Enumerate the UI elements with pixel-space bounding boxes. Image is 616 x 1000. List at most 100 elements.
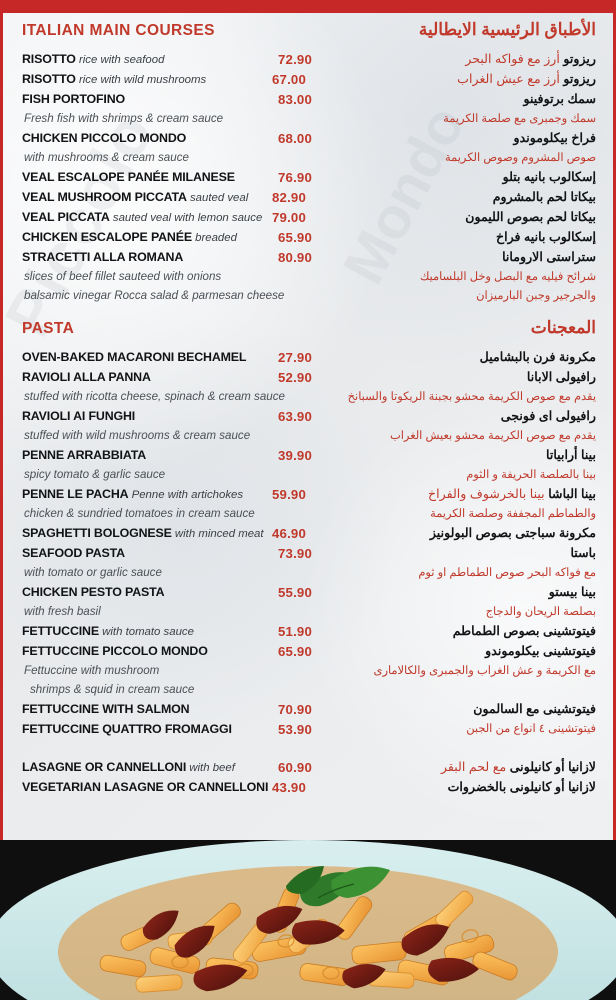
item-name-en: FETTUCCINE QUATTRO FROMAGGI [22, 722, 232, 736]
item-name-en: OVEN-BAKED MACARONI BECHAMEL [22, 350, 247, 364]
item-label-ar: بيكاتا لحم بالمشروم [493, 189, 596, 204]
menu-description-row: stuffed with ricotta cheese, spinach & c… [0, 390, 616, 410]
item-name-ar: مكرونة فرن بالبشاميل [479, 350, 596, 364]
item-name-en: CHICKEN PESTO PASTA [22, 585, 165, 599]
item-price: 39.90 [278, 448, 313, 463]
item-subtitle-en: sauted veal [186, 192, 249, 204]
menu-item-row: RISOTTO rice with seafood 72.90 ريزوتو أرز… [0, 52, 616, 72]
item-name-ar: إسكالوب بانيه بتلو [502, 170, 596, 184]
item-name-ar: بيكاتا لحم بالمشروم [492, 190, 596, 204]
item-label-en: PENNE ARRABBIATA [22, 448, 277, 462]
item-price: 76.90 [278, 170, 313, 185]
menu-item-row: VEAL ESCALOPE PANÉE MILANESE 76.90 إسكالوب… [0, 170, 616, 190]
item-subtitle-ar: أرز مع فواكه البحر [465, 52, 564, 66]
section-title-ar: الأطباق الرئيسية الايطالية [418, 20, 596, 39]
item-label-ar: بصلصة الريحان والدجاج [485, 606, 596, 618]
item-label-ar: بينا بالصلصة الحريفة و الثوم [466, 469, 596, 481]
item-name-ar: ريزوتو [563, 52, 596, 66]
menu-item-row: RAVIOLI AI FUNGHI 63.90 رافيولى اى فونجى [0, 409, 616, 429]
item-price: 27.90 [278, 350, 313, 365]
item-name-ar: مكرونة سباجتى بصوص البولونيز [429, 526, 596, 540]
top-red-bar [0, 0, 616, 13]
item-name-ar: باستا [570, 546, 596, 560]
item-label-ar: يقدم مع صوص الكريمة محشو بعيش الغراب [390, 430, 596, 442]
item-label-ar: فيتوتشينى بيكلوموندو [485, 643, 596, 658]
item-price: 43.90 [272, 780, 307, 795]
item-label-en: CHICKEN PESTO PASTA [22, 585, 277, 599]
item-name-ar: سمك برتوفينو [523, 92, 596, 106]
item-label-ar: فيتوتشينى ٤ انواع من الجبن [466, 723, 596, 735]
item-price: 72.90 [278, 52, 313, 67]
item-label-ar: بيكاتا لحم بصوص الليمون [465, 209, 596, 224]
item-label-en: STRACETTI ALLA ROMANA [22, 250, 277, 264]
menu-item-row: LASAGNE OR CANNELLONI with beef 60.90 لازا… [0, 760, 616, 780]
item-price: 59.90 [272, 487, 307, 502]
item-label-en: FETTUCCINE QUATTRO FROMAGGI [22, 722, 277, 736]
item-description-en: with mushrooms & cream sauce [24, 151, 189, 164]
item-label-en: VEAL MUSHROOM PICCATA sauted veal [22, 190, 277, 204]
menu-item-row: VEAL PICCATA sauted veal with lemon sauc… [0, 210, 616, 230]
item-subtitle-en: with minced meat [171, 528, 264, 540]
item-label-ar: فيتوتشينى بصوص الطماطم [453, 623, 596, 638]
item-subtitle-en: rice with seafood [75, 54, 165, 66]
item-name-en: SEAFOOD PASTA [22, 546, 125, 560]
item-label-ar: ريزوتو أرز مع فواكه البحر [465, 51, 596, 66]
item-label-ar: إسكالوب بانيه فراخ [496, 229, 596, 244]
item-name-ar: ريزوتو [563, 72, 596, 86]
menu-item-row: PENNE LE PACHA Penne with artichokes 59.9… [0, 487, 616, 507]
item-label-ar: يقدم مع صوص الكريمة محشو بجبنة الريكوتا … [347, 391, 596, 403]
item-name-ar: بيكاتا لحم بصوص الليمون [465, 210, 596, 224]
item-price: 52.90 [278, 370, 313, 385]
item-description-en: shrimps & squid in cream sauce [30, 683, 195, 696]
item-label-ar: رافيولى اى فونجى [501, 408, 596, 423]
item-price: 79.00 [272, 210, 307, 225]
menu-item-row: RAVIOLI ALLA PANNA 52.90 رافيولى الابانا [0, 370, 616, 390]
item-label-en: RISOTTO rice with wild mushrooms [22, 72, 277, 86]
menu-item-row: STRACETTI ALLA ROMANA 80.90 ستراستى الاروم… [0, 250, 616, 270]
item-label-ar: إسكالوب بانيه بتلو [503, 169, 596, 184]
right-red-edge [613, 13, 616, 840]
item-subtitle-ar: بينا بالخرشوف والفراخ [428, 487, 549, 501]
item-label-en: FETTUCCINE WITH SALMON [22, 702, 277, 716]
item-label-ar: مكرونة سباجتى بصوص البولونيز [430, 525, 596, 540]
item-name-en: SPAGHETTI BOLOGNESE [22, 526, 172, 540]
item-price: 51.90 [278, 624, 313, 639]
item-label-en: VEAL ESCALOPE PANÉE MILANESE [22, 170, 277, 184]
item-name-en: STRACETTI ALLA ROMANA [22, 250, 184, 264]
menu-description-row: balsamic vinegar Rocca salad & parmesan … [0, 289, 616, 309]
item-description-en: Fresh fish with shrimps & cream sauce [24, 112, 224, 125]
menu-description-row: shrimps & squid in cream sauce [0, 683, 616, 703]
menu-item-row: CHICKEN PICCOLO MONDO 68.00 فراخ بيكلوموند… [0, 131, 616, 151]
item-name-en: RAVIOLI ALLA PANNA [22, 370, 151, 384]
item-name-ar: فيتوتشينى بصوص الطماطم [452, 624, 596, 638]
item-name-en: VEAL MUSHROOM PICCATA [22, 190, 187, 204]
item-name-en: FISH PORTOFINO [22, 92, 125, 106]
item-name-en: VEAL PICCATA [22, 210, 110, 224]
item-label-ar: بينا بيستو [549, 584, 596, 599]
item-label-en: CHICKEN ESCALOPE PANÉE breaded [22, 230, 277, 244]
menu-item-row: SPAGHETTI BOLOGNESE with minced meat 46.9… [0, 526, 616, 546]
item-label-ar: والجرجير وجبن البارميزان [476, 290, 596, 302]
item-price: 55.90 [278, 585, 313, 600]
item-label-en: LASAGNE OR CANNELLONI with beef [22, 760, 277, 774]
item-label-en: FETTUCCINE with tomato sauce [22, 624, 277, 638]
item-label-ar: شرائح فيليه مع البصل وخل البلساميك [419, 271, 596, 283]
section-heading-pasta: PASTA المعجنات [0, 318, 616, 346]
item-label-en: FETTUCCINE PICCOLO MONDO [22, 644, 277, 658]
item-description-en: stuffed with ricotta cheese, spinach & c… [24, 390, 285, 403]
item-subtitle-en: rice with wild mushrooms [75, 74, 207, 86]
menu-item-row: CHICKEN PESTO PASTA 55.90 بينا بيستو [0, 585, 616, 605]
item-name-en: VEAL ESCALOPE PANÉE MILANESE [22, 170, 235, 184]
menu-description-row: with mushrooms & cream sauce صوص المشروم … [0, 151, 616, 171]
item-label-en: RAVIOLI ALLA PANNA [22, 370, 277, 384]
item-label-en: SEAFOOD PASTA [22, 546, 277, 560]
item-description-en: with tomato or garlic sauce [24, 566, 162, 579]
item-name-ar: بينا أرابياتا [545, 448, 596, 462]
menu-description-row: chicken & sundried tomatoes in cream sau… [0, 507, 616, 527]
item-label-ar: باستا [570, 545, 596, 560]
item-label-ar: بينا أرابياتا [546, 447, 596, 462]
menu-item-row: FETTUCCINE PICCOLO MONDO 65.90 فيتوتشينى ب… [0, 644, 616, 664]
menu-item-row: SEAFOOD PASTA 73.90 باستا [0, 546, 616, 566]
item-name-ar: إسكالوب بانيه فراخ [495, 230, 596, 244]
item-label-en: RAVIOLI AI FUNGHI [22, 409, 277, 423]
